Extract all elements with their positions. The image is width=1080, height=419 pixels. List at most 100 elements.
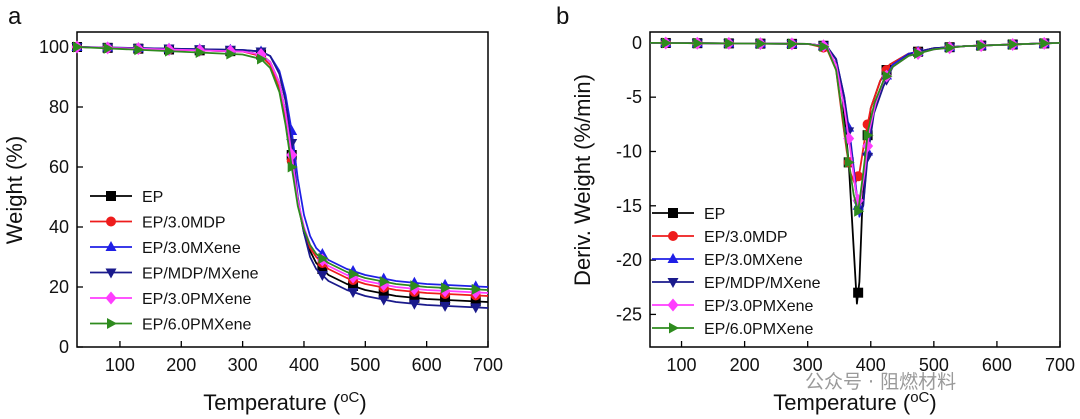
ticks-b: 100 200 300 400 500 600 700 0 -5 -10 -15 -20 -25 bbox=[616, 33, 1075, 375]
legend-marker-a-ep-6-0pmxene bbox=[107, 318, 117, 329]
data-point-b-ep-6-0pmxene-675 bbox=[1040, 37, 1051, 49]
legend-marker-b-ep-3-0pmxene bbox=[667, 298, 679, 312]
data-point-b-ep-6-0pmxene-175 bbox=[724, 37, 735, 49]
x-tick-label-b-600: 600 bbox=[982, 355, 1012, 375]
legend-label-b-ep-6-0pmxene: EP/6.0PMXene bbox=[704, 321, 814, 338]
ticks-a: 100 200 300 400 500 600 700 0 20 40 60 80 100 bbox=[39, 37, 503, 375]
x-axis-label-b-unit: oC bbox=[910, 389, 929, 406]
data-point-b-ep-6-0pmxene-380 bbox=[854, 205, 865, 217]
x-tick-label-a-500: 500 bbox=[350, 355, 380, 375]
plot-area-b bbox=[649, 36, 1061, 305]
x-tick-label-b-700: 700 bbox=[1045, 355, 1075, 375]
data-point-a-ep-6-0pmxene-530 bbox=[379, 276, 390, 288]
data-point-a-ep-6-0pmxene-230 bbox=[195, 47, 206, 59]
data-point-a-ep-6-0pmxene-630 bbox=[441, 282, 452, 294]
x-tick-label-b-200: 200 bbox=[730, 355, 760, 375]
legend-label-a-ep-3-0pmxene: EP/3.0PMXene bbox=[142, 291, 252, 308]
legend-label-b-ep-3-0pmxene: EP/3.0PMXene bbox=[704, 298, 814, 315]
legend-label-a-ep-6-0pmxene: EP/6.0PMXene bbox=[142, 317, 252, 334]
x-tick-label-b-500: 500 bbox=[919, 355, 949, 375]
data-point-a-ep-mdp-mxene-680 bbox=[470, 303, 482, 314]
data-point-a-ep-630 bbox=[440, 294, 451, 305]
data-point-a-ep-6-0pmxene-280 bbox=[226, 48, 237, 60]
data-point-b-ep-3-0pmxene-395 bbox=[862, 139, 874, 153]
x-tick-label-a-700: 700 bbox=[473, 355, 503, 375]
x-tick-label-a-600: 600 bbox=[412, 355, 442, 375]
plot-frame-b bbox=[649, 31, 1061, 348]
y-tick-label-b--20: -20 bbox=[616, 250, 642, 270]
data-point-a-ep-6-0pmxene-130 bbox=[134, 44, 145, 56]
series-line-b-ep-3-0mdp bbox=[649, 42, 1061, 186]
legend-label-b-ep-mdp-mxene: EP/MDP/MXene bbox=[704, 275, 821, 292]
data-point-b-ep-380 bbox=[853, 287, 864, 298]
legend-marker-a-ep-3-0mdp bbox=[106, 216, 116, 227]
plot-area-a bbox=[71, 40, 489, 314]
x-axis-label-a: Temperature (oC) bbox=[203, 389, 366, 415]
data-point-a-ep-6-0pmxene-430 bbox=[318, 253, 329, 264]
series-line-b-ep-3-0pmxene bbox=[649, 42, 1061, 207]
legend-marker-b-ep-6-0pmxene bbox=[669, 322, 679, 334]
x-tick-label-b-300: 300 bbox=[793, 355, 823, 375]
y-tick-label-a-20: 20 bbox=[49, 277, 69, 297]
data-point-a-ep-6-0pmxene-30 bbox=[73, 41, 83, 53]
data-point-b-ep-6-0pmxene-75 bbox=[661, 37, 672, 49]
y-tick-label-a-40: 40 bbox=[49, 217, 69, 237]
y-tick-label-b--25: -25 bbox=[616, 304, 642, 324]
legend-label-b-ep: EP bbox=[704, 206, 725, 223]
x-tick-label-a-400: 400 bbox=[289, 355, 319, 375]
series-line-a-ep-6-0pmxene bbox=[76, 46, 489, 291]
data-point-a-ep-6-0pmxene-580 bbox=[410, 280, 421, 292]
data-point-b-ep-6-0pmxene-525 bbox=[945, 42, 956, 54]
legend-label-b-ep-3-0mxene: EP/3.0MXene bbox=[704, 252, 803, 269]
data-point-a-ep-530 bbox=[378, 288, 389, 299]
legend-b: EP EP/3.0MDP EP/3.0MXene EP/MDP/MXene EP/3.0… bbox=[652, 206, 821, 338]
legend-label-a-ep-3-0mdp: EP/3.0MDP bbox=[142, 215, 226, 232]
x-axis-label-a-close: ) bbox=[359, 390, 366, 415]
data-point-a-ep-6-0pmxene-480 bbox=[349, 268, 360, 280]
x-axis-label-b-close: ) bbox=[929, 390, 936, 415]
x-tick-label-a-300: 300 bbox=[228, 355, 258, 375]
data-point-b-ep-6-0pmxene-275 bbox=[787, 38, 798, 50]
legend-marker-a-ep-3-0mxene bbox=[105, 241, 117, 251]
data-point-b-ep-6-0pmxene-365 bbox=[844, 156, 855, 168]
x-axis-label-b-text: Temperature ( bbox=[773, 390, 911, 415]
legend-marker-b-ep-3-0mdp bbox=[668, 231, 678, 241]
x-axis-label-a-unit: oC bbox=[340, 389, 359, 406]
legend-label-b-ep-3-0mdp: EP/3.0MDP bbox=[704, 229, 788, 246]
y-tick-label-b-0: 0 bbox=[632, 33, 642, 53]
x-tick-label-a-200: 200 bbox=[166, 355, 196, 375]
data-point-a-ep-680 bbox=[470, 296, 481, 307]
x-tick-label-b-100: 100 bbox=[667, 355, 697, 375]
data-point-a-ep-mdp-mxene-580 bbox=[408, 299, 420, 310]
data-point-b-ep-6-0pmxene-395 bbox=[863, 129, 874, 141]
y-tick-label-a-80: 80 bbox=[49, 97, 69, 117]
series-line-b-ep-6-0pmxene bbox=[649, 42, 1061, 213]
legend-label-a-ep-mdp-mxene: EP/MDP/MXene bbox=[142, 266, 259, 283]
legend-marker-a-ep-3-0pmxene bbox=[105, 291, 117, 305]
data-point-b-ep-6-0pmxene-425 bbox=[882, 70, 893, 82]
y-tick-label-b--10: -10 bbox=[616, 141, 642, 161]
legend-marker-b-ep-3-0mxene bbox=[667, 253, 679, 263]
legend-label-a-ep: EP bbox=[142, 189, 163, 206]
series-line-a-ep-mdp-mxene bbox=[76, 46, 489, 309]
chart-panel-a: a 100 200 300 400 500 600 700 0 20 40 60 80 100 Weig… bbox=[2, 3, 503, 415]
y-tick-label-a-0: 0 bbox=[59, 337, 69, 357]
plot-frame-a bbox=[76, 31, 489, 348]
legend-marker-b-ep bbox=[668, 208, 678, 218]
y-axis-label-a: Weight (%) bbox=[2, 136, 27, 244]
panel-label-a: a bbox=[8, 3, 22, 30]
data-point-a-ep-6-0pmxene-180 bbox=[165, 45, 176, 57]
data-point-a-ep-6-0pmxene-330 bbox=[257, 53, 268, 65]
data-point-a-ep-580 bbox=[409, 292, 420, 303]
data-point-a-ep-480 bbox=[348, 281, 359, 291]
y-tick-label-b--15: -15 bbox=[616, 196, 642, 216]
x-axis-label-a-text: Temperature ( bbox=[203, 390, 341, 415]
data-point-a-ep-430 bbox=[317, 264, 328, 274]
data-point-a-ep-mdp-mxene-480 bbox=[347, 288, 359, 298]
data-point-b-ep-6-0pmxene-125 bbox=[693, 37, 704, 49]
chart-panel-b: b 100 200 300 400 500 600 700 0 -5 -10 -15 -20 -25 D… bbox=[556, 3, 1075, 415]
data-point-a-ep-mdp-mxene-530 bbox=[378, 295, 390, 306]
y-axis-label-b: Deriv. Weight (%/min) bbox=[570, 74, 595, 286]
data-point-b-ep-6-0pmxene-625 bbox=[1008, 38, 1019, 50]
legend-a: EP EP/3.0MDP EP/3.0MXene EP/MDP/MXene EP/3.0… bbox=[90, 189, 259, 334]
